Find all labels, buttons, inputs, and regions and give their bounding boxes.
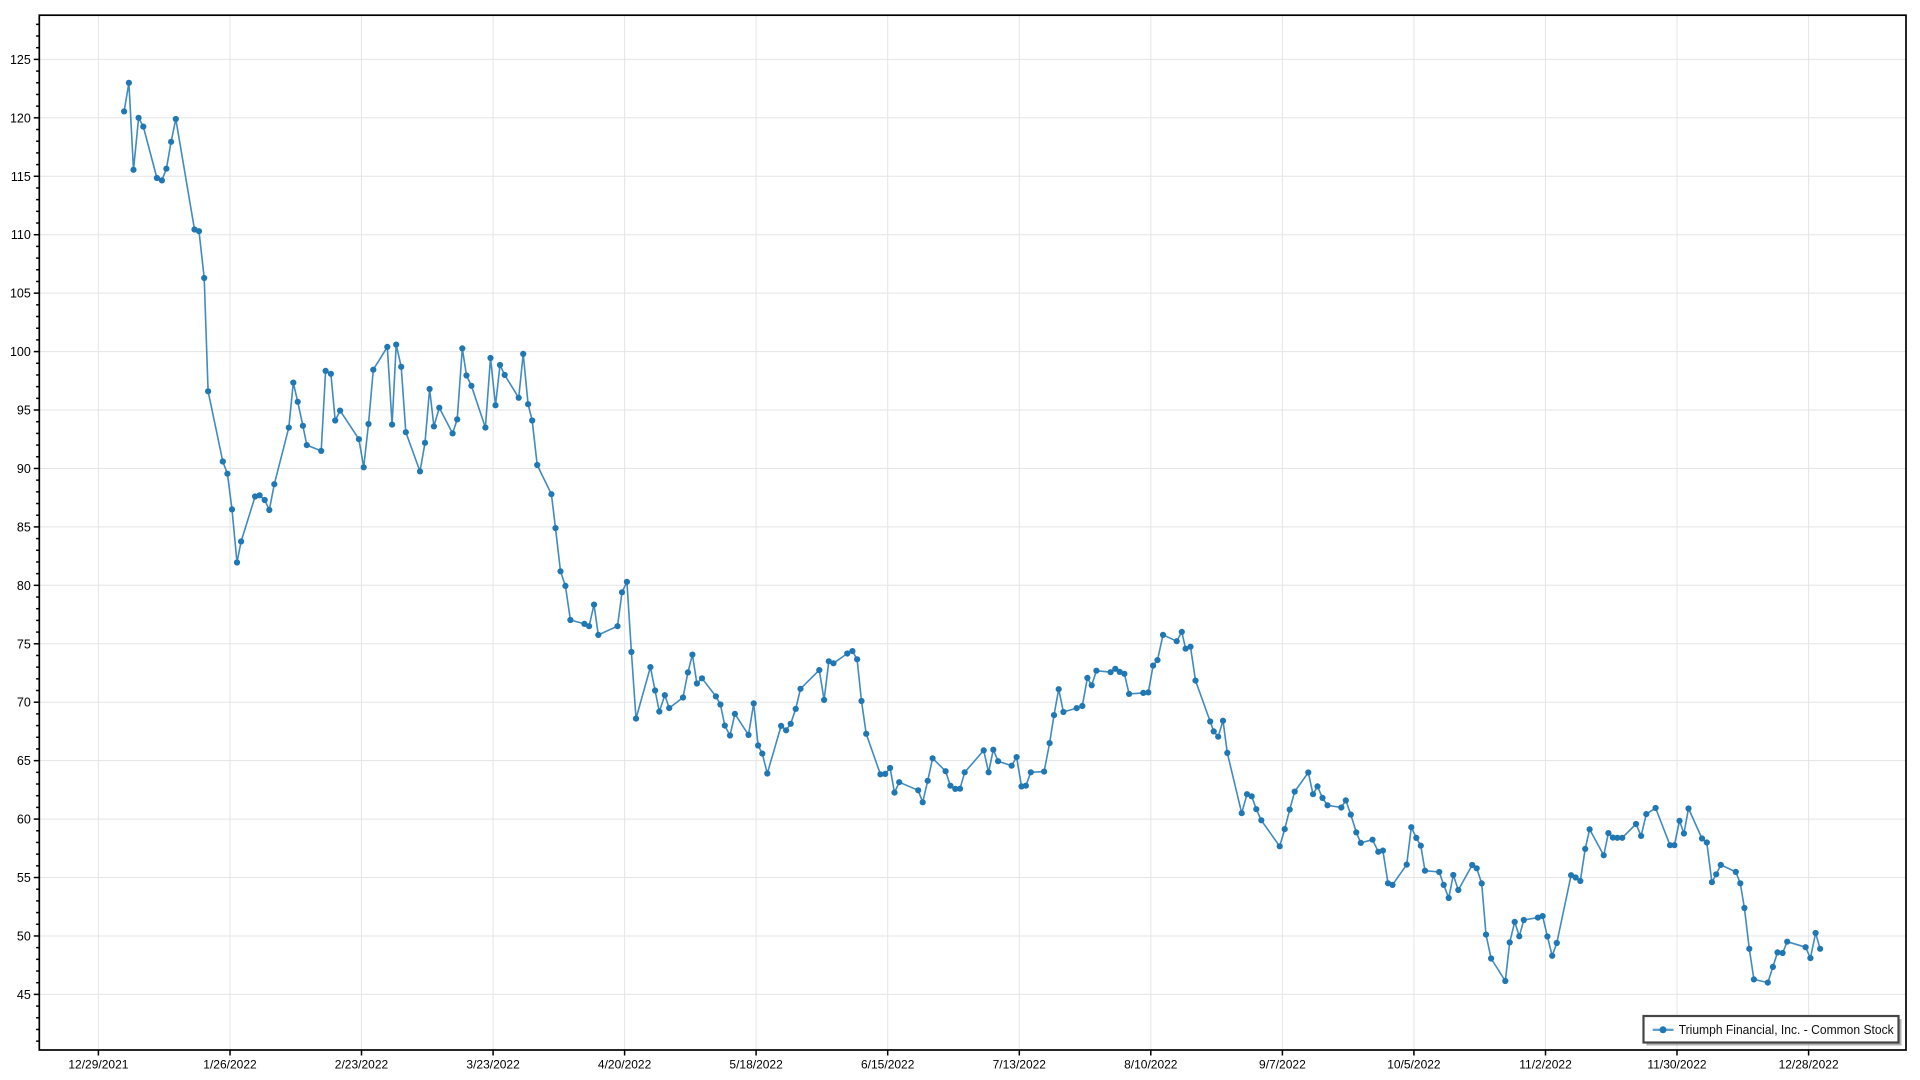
- svg-text:85: 85: [17, 520, 31, 534]
- svg-text:65: 65: [17, 754, 31, 768]
- svg-text:80: 80: [17, 579, 31, 593]
- svg-text:Triumph Financial, Inc. - Comm: Triumph Financial, Inc. - Common Stock: [1679, 1022, 1894, 1037]
- svg-text:11/2/2022: 11/2/2022: [1519, 1058, 1572, 1072]
- svg-text:90: 90: [17, 462, 31, 476]
- svg-text:100: 100: [10, 345, 31, 359]
- svg-text:95: 95: [17, 404, 31, 418]
- svg-text:1/26/2022: 1/26/2022: [203, 1058, 257, 1072]
- svg-text:3/23/2022: 3/23/2022: [466, 1058, 520, 1072]
- svg-text:125: 125: [10, 53, 31, 67]
- svg-text:75: 75: [17, 637, 31, 651]
- svg-text:115: 115: [11, 170, 31, 184]
- svg-text:10/5/2022: 10/5/2022: [1387, 1058, 1441, 1072]
- svg-text:2/23/2022: 2/23/2022: [335, 1058, 389, 1072]
- svg-text:9/7/2022: 9/7/2022: [1259, 1058, 1306, 1072]
- svg-text:55: 55: [17, 871, 31, 885]
- svg-text:11/30/2022: 11/30/2022: [1647, 1058, 1706, 1072]
- svg-text:45: 45: [17, 988, 31, 1002]
- svg-text:8/10/2022: 8/10/2022: [1124, 1058, 1178, 1072]
- svg-text:105: 105: [10, 287, 31, 301]
- svg-text:7/13/2022: 7/13/2022: [993, 1058, 1047, 1072]
- svg-text:110: 110: [11, 228, 31, 242]
- svg-text:60: 60: [17, 813, 31, 827]
- svg-text:70: 70: [17, 696, 31, 710]
- svg-text:4/20/2022: 4/20/2022: [598, 1058, 652, 1072]
- svg-text:50: 50: [17, 930, 31, 944]
- svg-text:5/18/2022: 5/18/2022: [729, 1058, 783, 1072]
- svg-text:6/15/2022: 6/15/2022: [861, 1058, 915, 1072]
- svg-text:12/28/2022: 12/28/2022: [1779, 1058, 1839, 1072]
- svg-text:12/29/2021: 12/29/2021: [68, 1058, 128, 1072]
- svg-text:120: 120: [10, 111, 31, 125]
